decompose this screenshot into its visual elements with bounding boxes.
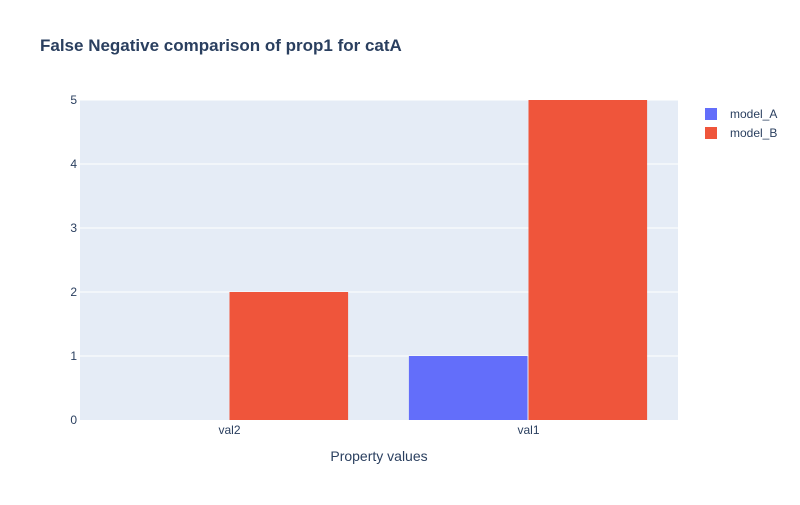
bar-model_A-val1[interactable]: [409, 356, 528, 420]
y-tick-label: 0: [70, 413, 77, 427]
y-tick-label: 5: [70, 93, 77, 107]
y-tick-label: 4: [70, 157, 77, 171]
bar-model_B-val2[interactable]: [230, 292, 349, 420]
legend-swatch-model_A[interactable]: [705, 108, 717, 120]
x-tick-label: val1: [517, 423, 539, 437]
y-tick-label: 2: [70, 285, 77, 299]
legend-label-model_B[interactable]: model_B: [730, 126, 777, 140]
legend-swatch-model_B[interactable]: [705, 127, 717, 139]
x-axis-title: Property values: [330, 448, 427, 464]
y-tick-label: 3: [70, 221, 77, 235]
chart-title: False Negative comparison of prop1 for c…: [40, 36, 402, 55]
bar-model_B-val1[interactable]: [529, 100, 648, 420]
x-tick-label: val2: [218, 423, 240, 437]
y-tick-label: 1: [70, 349, 77, 363]
legend-label-model_A[interactable]: model_A: [730, 107, 777, 121]
